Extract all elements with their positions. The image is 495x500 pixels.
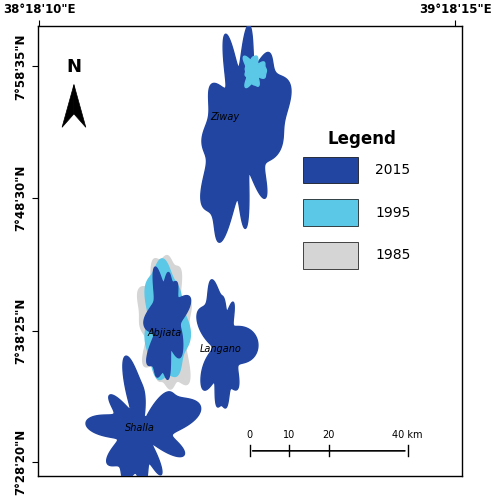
Text: 0: 0 — [247, 430, 253, 440]
Text: Shalla: Shalla — [125, 424, 154, 434]
Bar — [303, 156, 358, 184]
Text: 2015: 2015 — [375, 163, 410, 177]
Text: Langano: Langano — [200, 344, 242, 354]
Polygon shape — [197, 280, 258, 408]
Text: 1995: 1995 — [375, 206, 410, 220]
Text: N: N — [66, 58, 82, 76]
Polygon shape — [74, 84, 86, 128]
Polygon shape — [138, 256, 191, 389]
Text: Legend: Legend — [328, 130, 396, 148]
Polygon shape — [243, 56, 266, 88]
Text: 1985: 1985 — [375, 248, 410, 262]
Polygon shape — [145, 259, 191, 380]
Bar — [303, 199, 358, 226]
Text: Ziway: Ziway — [210, 112, 240, 122]
Polygon shape — [86, 356, 200, 486]
Text: 20: 20 — [323, 430, 335, 440]
Text: 40 km: 40 km — [393, 430, 423, 440]
Bar — [303, 242, 358, 269]
Polygon shape — [62, 84, 74, 128]
Text: Abjiata: Abjiata — [148, 328, 182, 338]
Text: 10: 10 — [283, 430, 296, 440]
Polygon shape — [144, 267, 191, 380]
Polygon shape — [201, 25, 291, 242]
